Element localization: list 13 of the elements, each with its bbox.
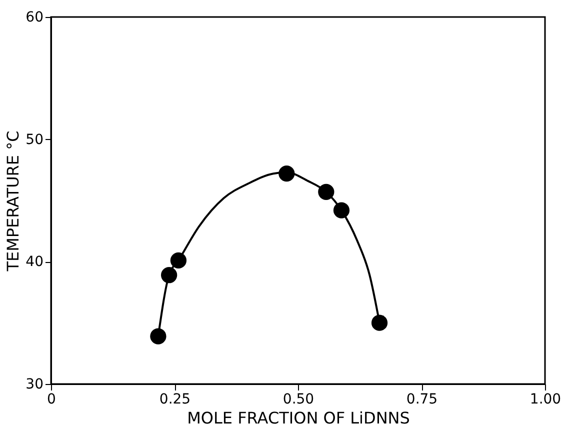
x-tick-label: 0 xyxy=(47,392,56,408)
y-axis-title: TEMPERATURE °C xyxy=(4,130,23,272)
y-tick-label: 60 xyxy=(26,10,44,26)
point xyxy=(371,314,388,331)
y-tick-label: 50 xyxy=(26,132,44,148)
x-tick-label: 0.75 xyxy=(406,392,438,408)
y-tick-label: 30 xyxy=(26,376,44,392)
y-tick-label: 40 xyxy=(26,254,44,270)
x-tick-label: 0.25 xyxy=(159,392,191,408)
x-tick-label: 0.50 xyxy=(282,392,314,408)
point xyxy=(150,328,166,344)
x-tick-label: 1.00 xyxy=(530,392,562,408)
x-axis-title: MOLE FRACTION OF LiDNNS xyxy=(187,408,410,428)
